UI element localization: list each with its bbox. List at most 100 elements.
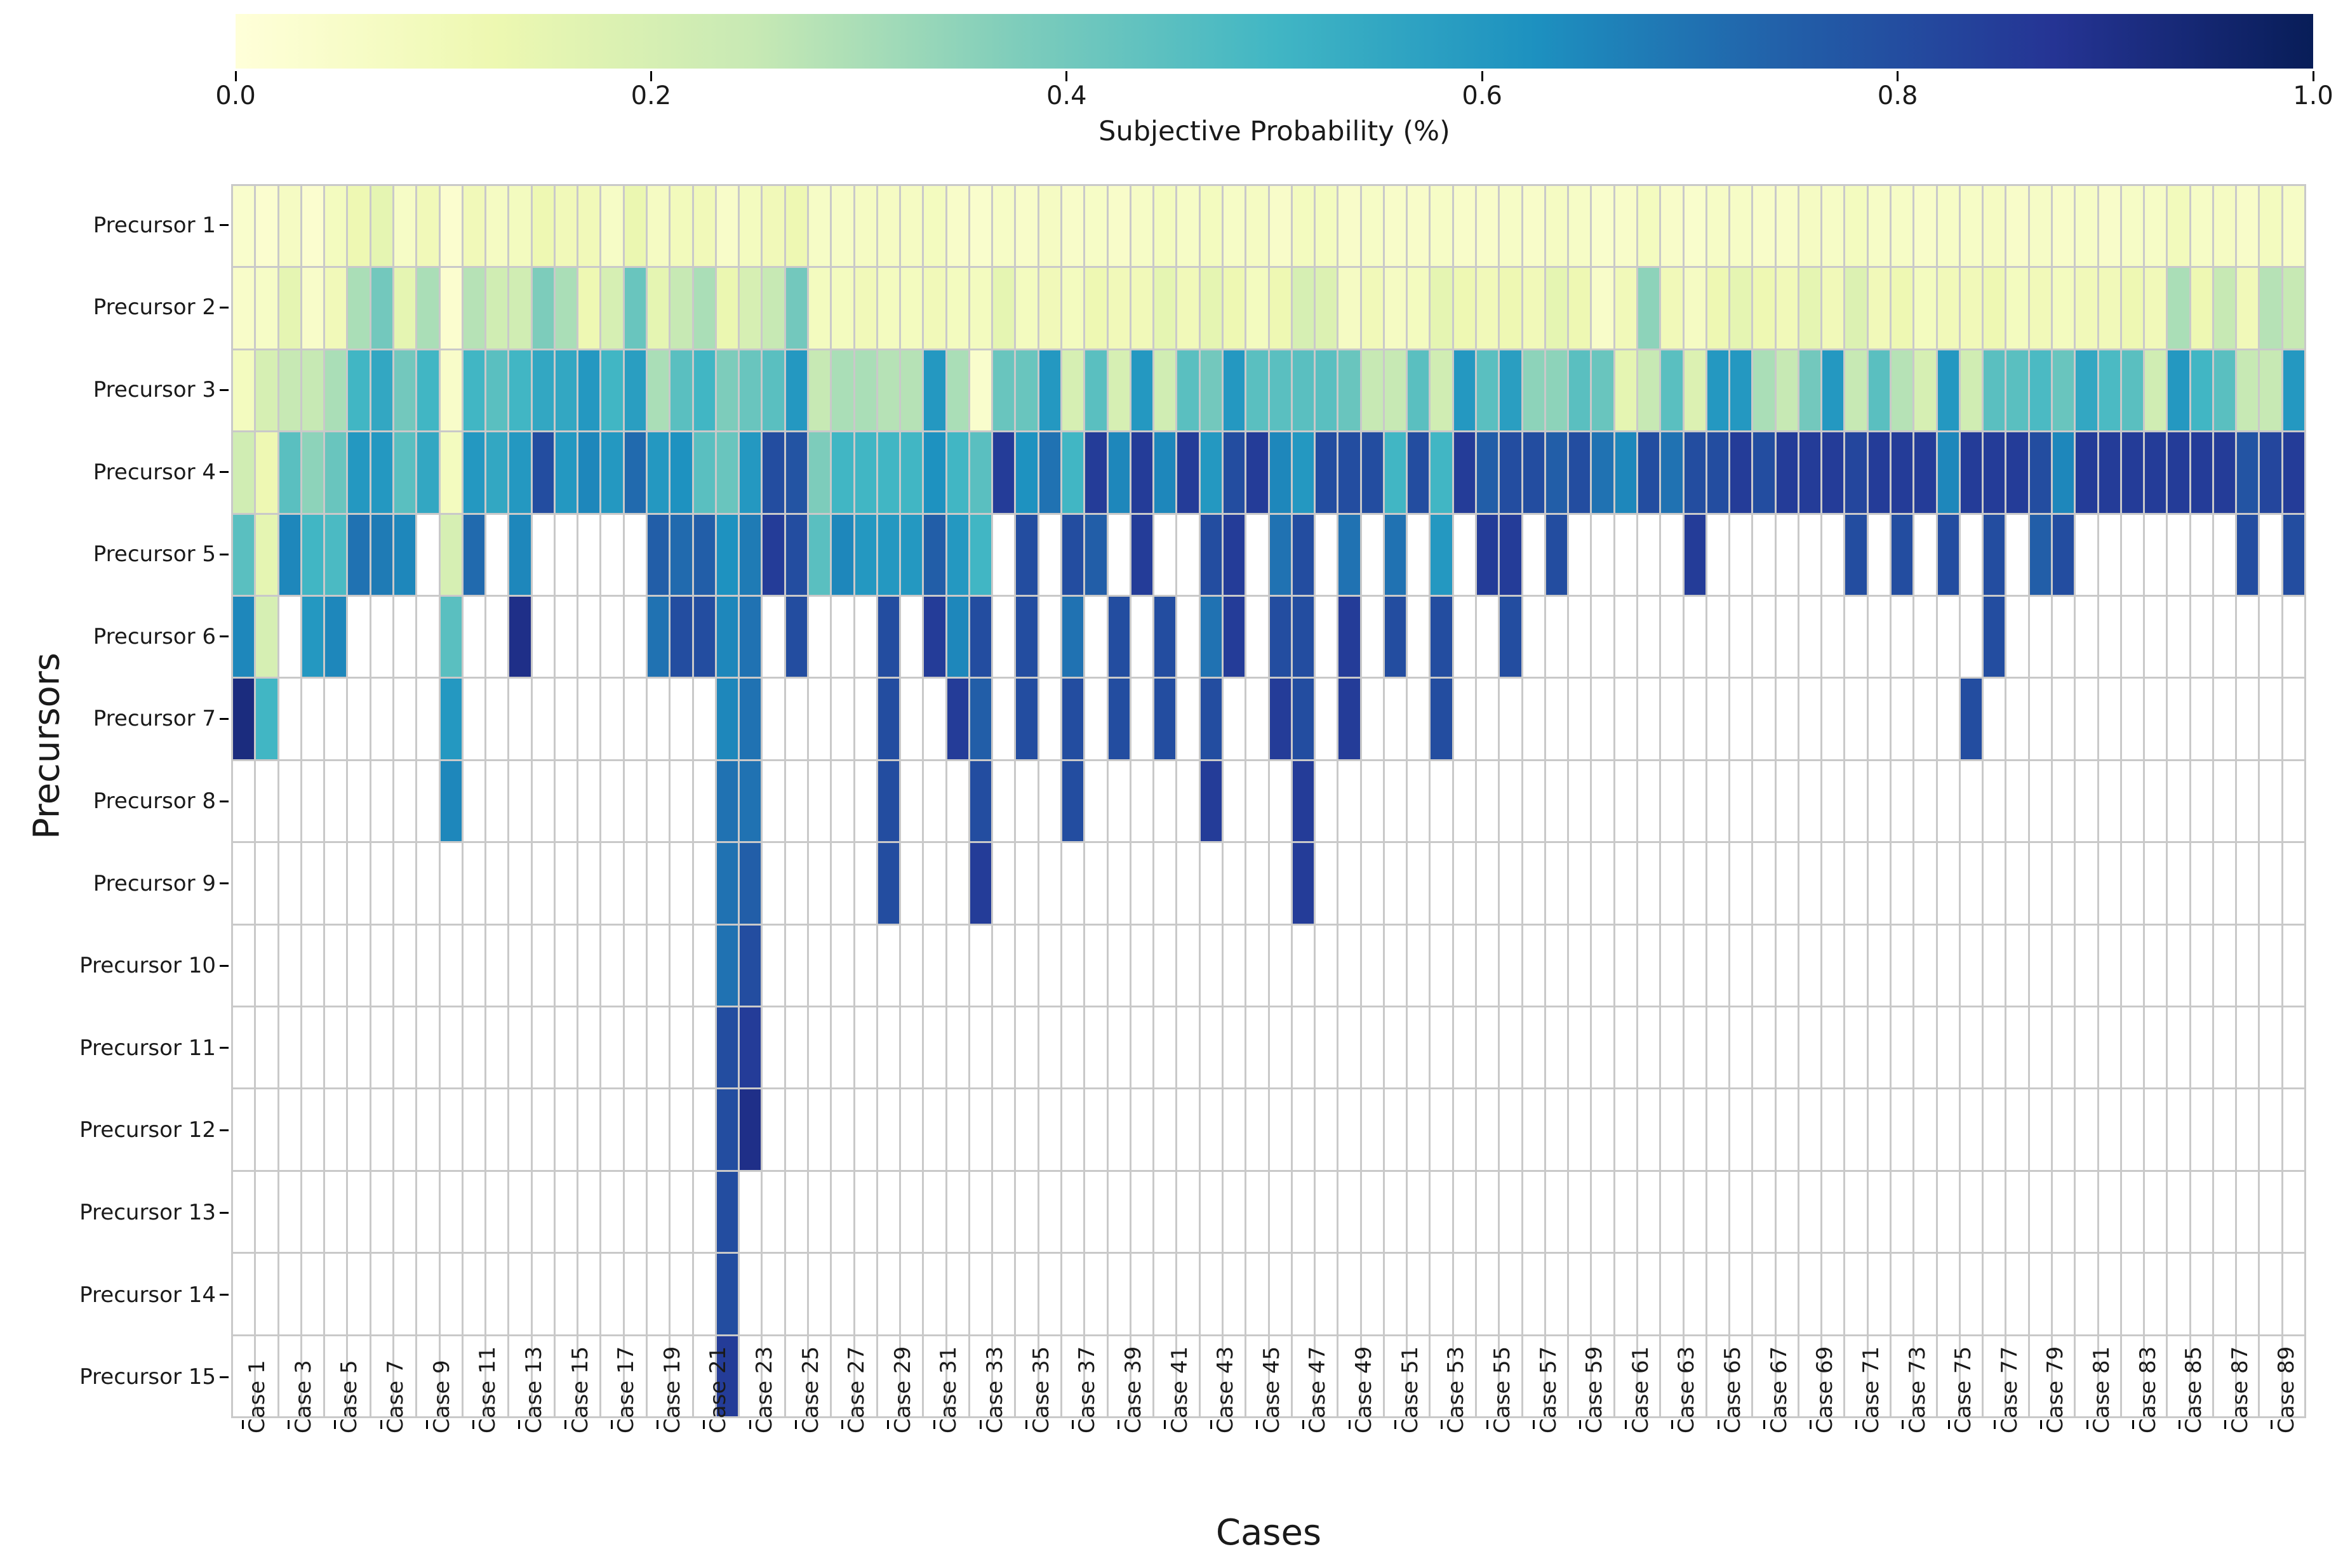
heatmap-cell (1384, 186, 1406, 267)
heatmap-cell (1223, 432, 1245, 513)
heatmap-cell (785, 514, 807, 595)
heatmap-cell (624, 597, 646, 677)
heatmap-cell (1730, 1254, 1752, 1334)
heatmap-cell (555, 350, 577, 431)
heatmap-cell (233, 597, 255, 677)
heatmap-cell (509, 432, 531, 513)
colorbar-tick-label: 1.0 (2293, 81, 2333, 110)
heatmap-cell (1223, 514, 1245, 595)
heatmap-cell (1845, 1254, 1867, 1334)
heatmap-cell (855, 186, 876, 267)
heatmap-cell (648, 597, 669, 677)
heatmap-cell (2076, 268, 2097, 349)
heatmap-cell (2076, 761, 2097, 842)
heatmap-cell (1361, 1171, 1383, 1252)
heatmap-cell (1937, 514, 1959, 595)
heatmap-cell (1960, 1336, 1982, 1416)
heatmap-cell (1937, 679, 1959, 759)
heatmap-cell (1868, 186, 1890, 267)
x-tick-mark (795, 1420, 798, 1429)
heatmap-cell (394, 268, 416, 349)
x-tick-mark (1671, 1420, 1673, 1429)
heatmap-cell (1892, 1089, 1913, 1170)
heatmap-cell (993, 1171, 1015, 1252)
heatmap-cell (463, 597, 485, 677)
heatmap-cell (532, 843, 554, 924)
heatmap-cell (1223, 679, 1245, 759)
heatmap-cell (1016, 1089, 1038, 1170)
heatmap-cell (348, 925, 370, 1006)
heatmap-cell (2260, 761, 2281, 842)
x-tick-label: Case 31 (936, 1346, 962, 1433)
heatmap-cell (2121, 1007, 2144, 1088)
heatmap-cell (1892, 432, 1913, 513)
heatmap-cell (1361, 186, 1383, 267)
heatmap-cell (648, 679, 669, 759)
y-tick-mark (220, 1047, 229, 1049)
heatmap-cell (1200, 1007, 1222, 1088)
heatmap-cell (878, 186, 900, 267)
heatmap-cell (1108, 350, 1130, 431)
heatmap-cell (256, 1171, 277, 1252)
heatmap-cell (763, 350, 784, 431)
heatmap-cell (1200, 1171, 1222, 1252)
heatmap-cell (1292, 1254, 1314, 1334)
heatmap-cell (2168, 350, 2189, 431)
heatmap-cell (1408, 514, 1429, 595)
heatmap-cell (1108, 432, 1130, 513)
heatmap-cell (2237, 514, 2259, 595)
heatmap-cell (832, 1089, 853, 1170)
heatmap-cell (763, 843, 784, 924)
heatmap-cell (509, 1254, 531, 1334)
heatmap-cell (2191, 186, 2212, 267)
heatmap-cell (624, 843, 646, 924)
heatmap-cell (808, 1089, 831, 1170)
heatmap-cell (1131, 761, 1153, 842)
heatmap-cell (555, 679, 577, 759)
heatmap-cell (440, 597, 462, 677)
heatmap-cell (924, 925, 945, 1006)
heatmap-cell (1960, 1089, 1982, 1170)
heatmap-cell (763, 1254, 784, 1334)
heatmap-cell (1984, 268, 2005, 349)
heatmap-cell (1062, 268, 1084, 349)
heatmap-cell (901, 1089, 923, 1170)
heatmap-cell (716, 1089, 738, 1170)
x-tick-mark (1902, 1420, 1904, 1429)
heatmap-cell (348, 761, 370, 842)
heatmap-cell (1408, 761, 1429, 842)
heatmap-cell (924, 843, 945, 924)
heatmap-cell (1868, 679, 1890, 759)
heatmap-cell (394, 1171, 416, 1252)
heatmap-cell (947, 1254, 968, 1334)
heatmap-cell (509, 597, 531, 677)
heatmap-cell (2283, 432, 2304, 513)
x-tick-mark (426, 1420, 429, 1429)
heatmap-cell (532, 1171, 554, 1252)
heatmap-cell (1638, 1336, 1660, 1416)
heatmap-cell (648, 761, 669, 842)
heatmap-cell (1523, 1171, 1544, 1252)
heatmap-cell (763, 268, 784, 349)
heatmap-cell (671, 1171, 692, 1252)
heatmap-cell (970, 761, 992, 842)
heatmap-cell (671, 1007, 692, 1088)
heatmap-cell (1408, 925, 1429, 1006)
heatmap-cell (1177, 679, 1199, 759)
heatmap-cell (1984, 679, 2005, 759)
heatmap-cell (2191, 514, 2212, 595)
heatmap-cell (1085, 1089, 1107, 1170)
x-tick-mark (1994, 1420, 1996, 1429)
heatmap-cell (2145, 679, 2166, 759)
heatmap-cell (832, 1007, 853, 1088)
heatmap-cell (2145, 925, 2166, 1006)
heatmap-cell (693, 1089, 715, 1170)
heatmap-cell (2191, 597, 2212, 677)
heatmap-cell (1477, 761, 1498, 842)
heatmap-cell (1246, 1336, 1268, 1416)
heatmap-cell (1131, 1007, 1153, 1088)
heatmap-cell (348, 268, 370, 349)
heatmap-cell (901, 1254, 923, 1334)
heatmap-cell (440, 1171, 462, 1252)
x-tick-mark (333, 1420, 336, 1429)
